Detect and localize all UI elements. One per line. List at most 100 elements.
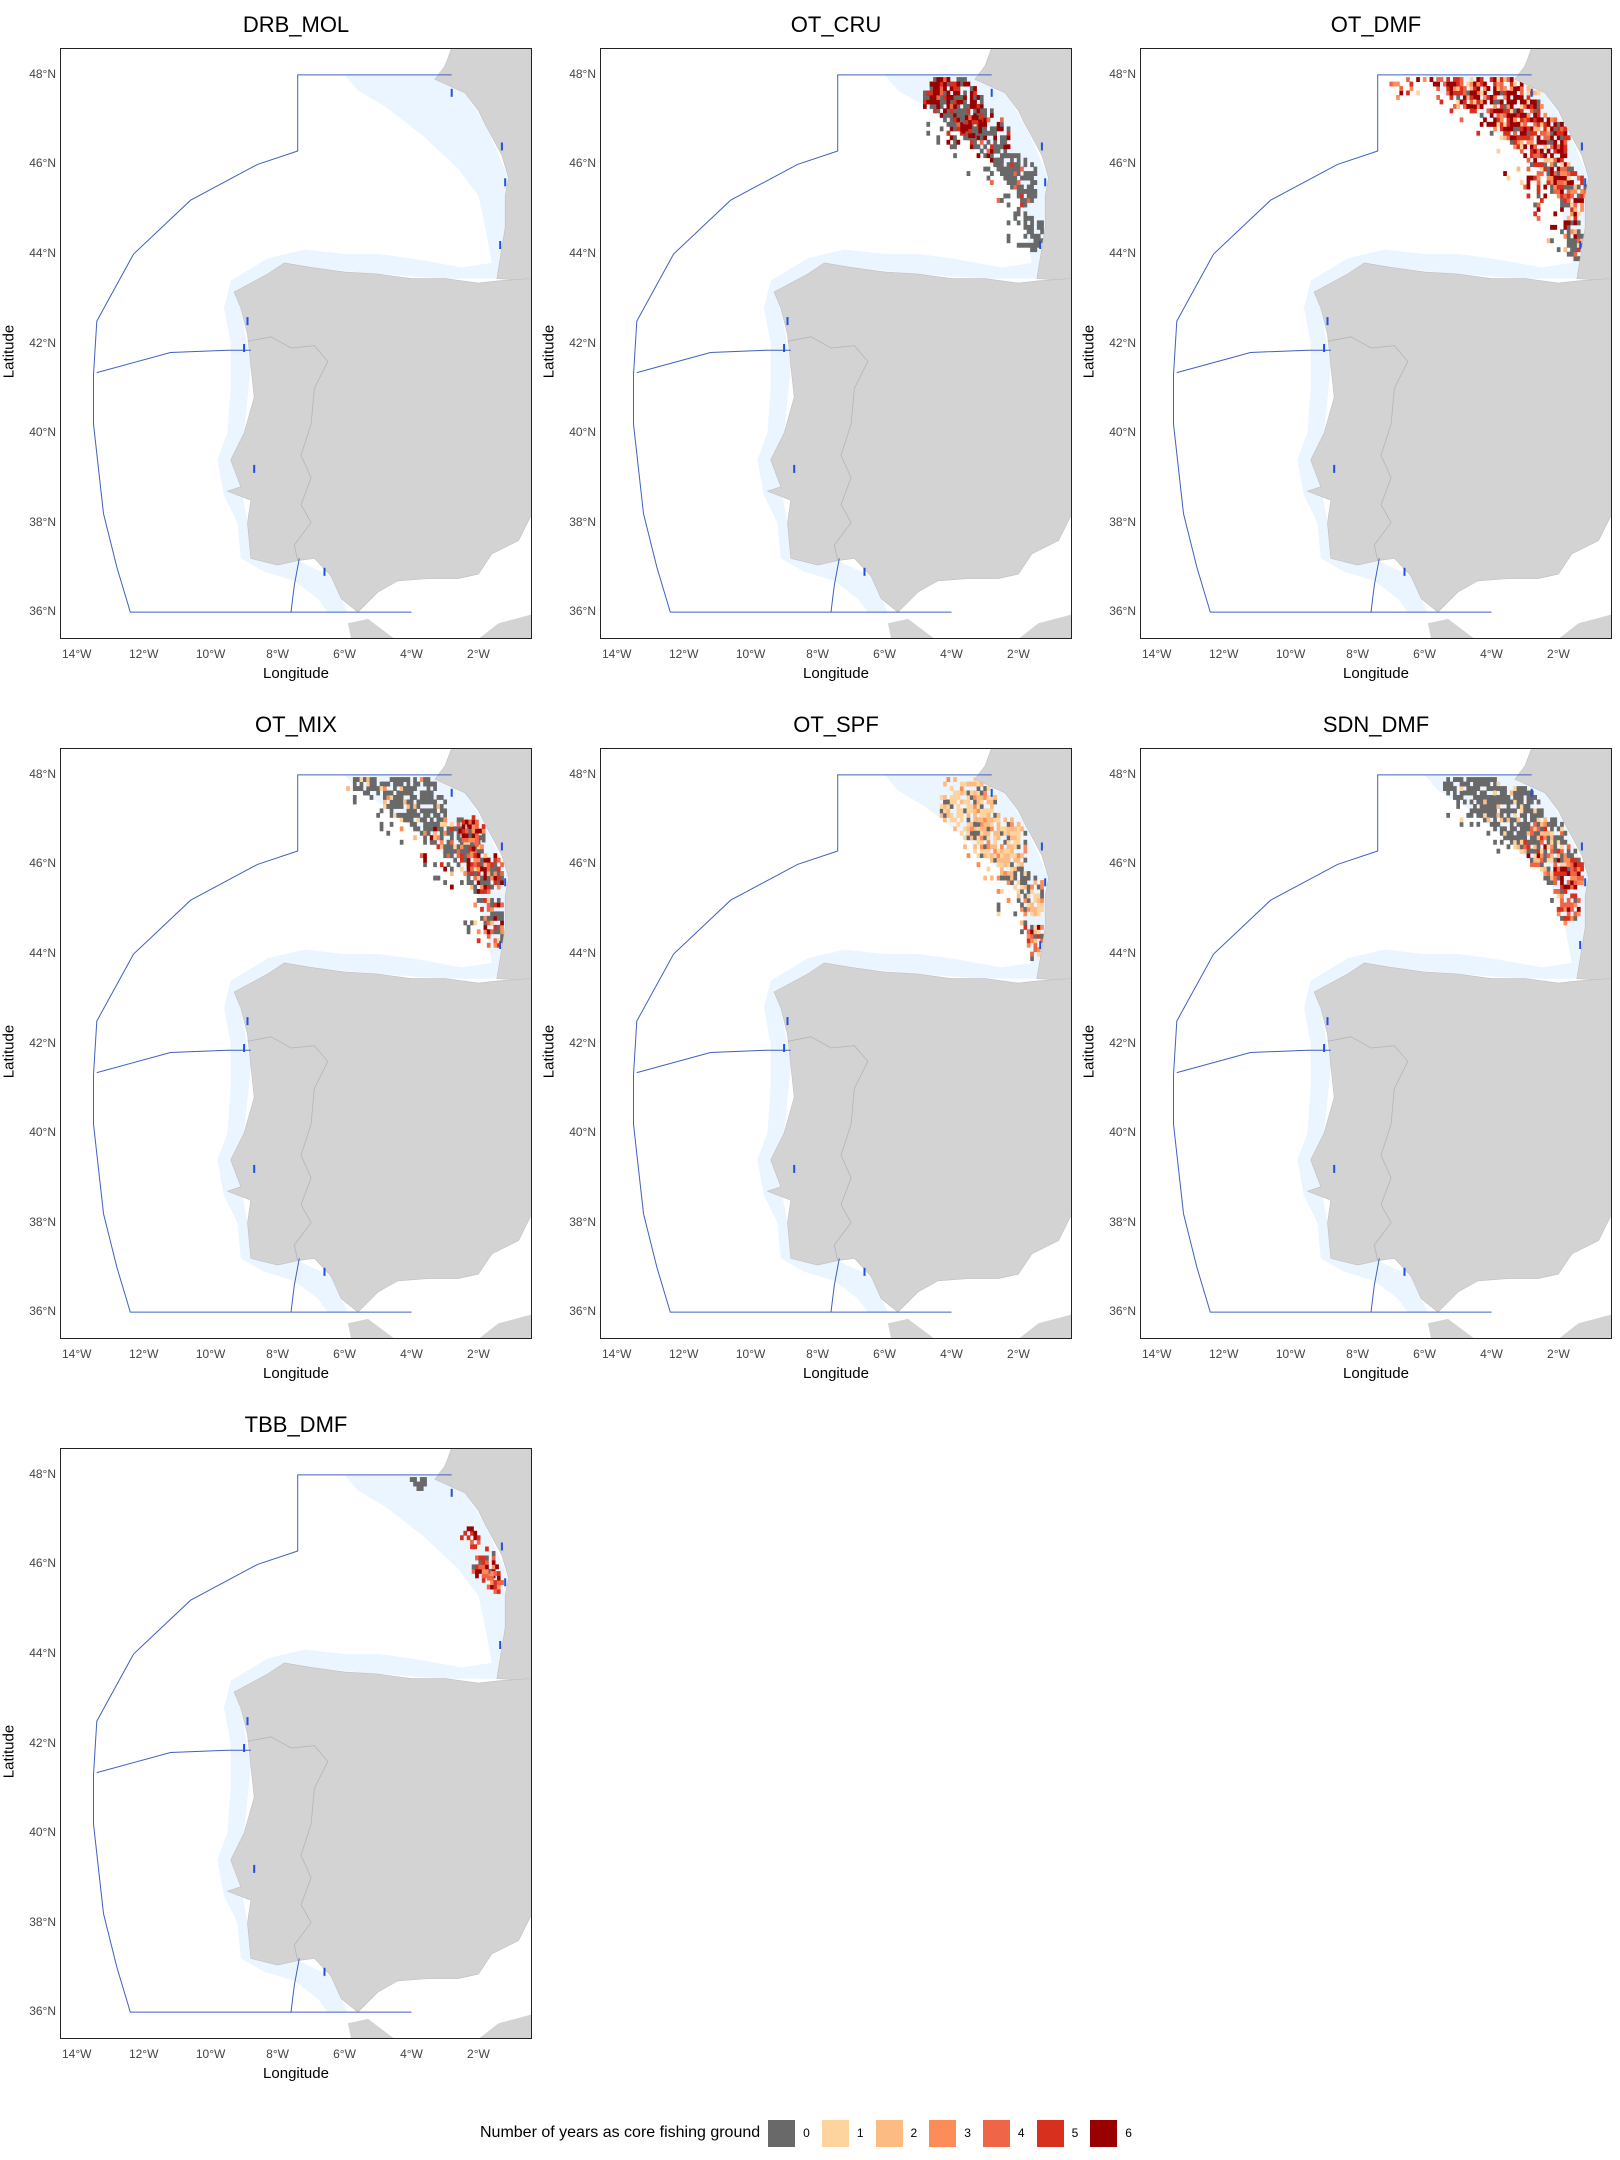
fishing-cell bbox=[1560, 915, 1564, 921]
fishing-cell bbox=[966, 817, 971, 823]
fishing-cell bbox=[1469, 77, 1474, 82]
y-tick-label: 46°N bbox=[569, 156, 596, 171]
fishing-cell bbox=[1466, 95, 1471, 100]
fishing-cell bbox=[356, 786, 360, 791]
fishing-cell bbox=[1446, 81, 1450, 87]
fishing-cell bbox=[1566, 162, 1571, 168]
fishing-cell bbox=[1546, 830, 1551, 836]
x-tick-label: 14°W bbox=[61, 647, 92, 661]
fishing-cell bbox=[996, 126, 1001, 132]
fishing-cell bbox=[1523, 112, 1527, 118]
fishing-cell bbox=[480, 866, 484, 872]
fishing-cell bbox=[423, 799, 427, 805]
fishing-cell bbox=[419, 777, 424, 782]
fishing-cell bbox=[1030, 906, 1034, 912]
france-land bbox=[434, 48, 532, 282]
fishing-cell bbox=[379, 786, 384, 791]
y-tick-label: 38°N bbox=[1109, 1214, 1136, 1229]
fishing-cell bbox=[1550, 135, 1554, 141]
fishing-cell bbox=[1023, 242, 1028, 248]
y-tick-label: 44°N bbox=[1109, 245, 1136, 260]
fishing-cell bbox=[936, 86, 941, 91]
fishing-cell bbox=[979, 112, 984, 118]
fishing-cell bbox=[409, 821, 414, 827]
fishing-cell bbox=[403, 817, 407, 823]
fishing-cell bbox=[1479, 81, 1484, 87]
fishing-cell bbox=[1570, 862, 1574, 868]
fishing-cell bbox=[1530, 148, 1534, 154]
fishing-cell bbox=[1503, 121, 1507, 127]
fishing-cell bbox=[1503, 795, 1507, 800]
fishing-cell bbox=[990, 844, 994, 850]
fishing-cell bbox=[946, 77, 951, 82]
fishing-cell bbox=[1006, 153, 1011, 159]
fishing-cell bbox=[1503, 808, 1507, 814]
fishing-cell bbox=[396, 790, 401, 796]
fishing-cell bbox=[1030, 911, 1034, 917]
fishing-cell bbox=[478, 1555, 483, 1561]
fishing-cell bbox=[976, 839, 981, 845]
fishing-cell bbox=[1513, 126, 1517, 132]
fishing-cell bbox=[973, 144, 977, 150]
fishing-cell bbox=[929, 90, 934, 96]
fishing-cell bbox=[1563, 153, 1568, 159]
fishing-cell bbox=[1553, 875, 1558, 881]
fishing-cell bbox=[486, 920, 491, 926]
fishing-cell bbox=[1566, 915, 1571, 921]
fishing-cell bbox=[1026, 193, 1031, 199]
fishing-cell bbox=[964, 115, 969, 121]
fishing-cell bbox=[460, 880, 464, 885]
fishing-cell bbox=[1020, 866, 1024, 872]
fishing-cell bbox=[979, 830, 984, 836]
fishing-cell bbox=[439, 817, 444, 823]
fishing-cell bbox=[496, 1589, 501, 1594]
fishing-cell bbox=[1553, 211, 1558, 217]
fishing-cell bbox=[1560, 848, 1564, 854]
fishing-cell bbox=[949, 86, 954, 91]
fishing-cell bbox=[1023, 911, 1028, 917]
plot-frame bbox=[60, 1448, 532, 2039]
fishing-cell bbox=[1506, 175, 1511, 181]
fishing-cell bbox=[1519, 804, 1524, 809]
fishing-cell bbox=[1013, 839, 1018, 845]
fishing-cell bbox=[429, 808, 434, 814]
fishing-cell bbox=[1526, 175, 1531, 181]
fishing-cell bbox=[366, 790, 370, 796]
fishing-cell bbox=[953, 117, 957, 123]
fishing-cell bbox=[1556, 247, 1561, 253]
y-tick-label: 48°N bbox=[1109, 66, 1136, 81]
fishing-cell bbox=[1000, 857, 1004, 863]
fishing-cell bbox=[993, 817, 997, 823]
fishing-cell bbox=[433, 804, 437, 809]
fishing-cell bbox=[473, 866, 478, 872]
fishing-cell bbox=[1523, 821, 1527, 827]
fishing-cell bbox=[1540, 121, 1544, 127]
fishing-cell bbox=[389, 795, 394, 800]
legend-swatch bbox=[929, 2119, 957, 2147]
fishing-cell bbox=[1486, 121, 1491, 127]
fishing-cell bbox=[463, 853, 468, 859]
fishing-cell bbox=[966, 104, 971, 109]
x-tick-label: 2°W bbox=[1007, 1347, 1030, 1361]
fishing-cell bbox=[1553, 844, 1558, 850]
fishing-cell bbox=[939, 126, 944, 132]
fishing-cell bbox=[1489, 99, 1494, 105]
fishing-cell bbox=[436, 804, 441, 809]
fishing-cell bbox=[959, 817, 964, 823]
coast-highlight bbox=[1580, 842, 1583, 851]
legend-label: 6 bbox=[1125, 2126, 1132, 2140]
y-tick-label: 40°N bbox=[29, 1125, 56, 1140]
fishing-cell bbox=[1556, 866, 1561, 872]
fishing-cell bbox=[409, 786, 414, 791]
fishing-cell bbox=[1040, 898, 1044, 903]
fishing-cell bbox=[1503, 77, 1507, 82]
fishing-cell bbox=[969, 835, 974, 841]
fishing-cell bbox=[476, 866, 481, 872]
fishing-cell bbox=[1030, 175, 1034, 181]
fishing-cell bbox=[1509, 808, 1514, 814]
fishing-cell bbox=[986, 817, 991, 823]
fishing-cell bbox=[923, 104, 927, 109]
fishing-cell bbox=[1526, 795, 1531, 800]
fishing-cell bbox=[490, 875, 494, 881]
fishing-cell bbox=[1503, 786, 1507, 791]
